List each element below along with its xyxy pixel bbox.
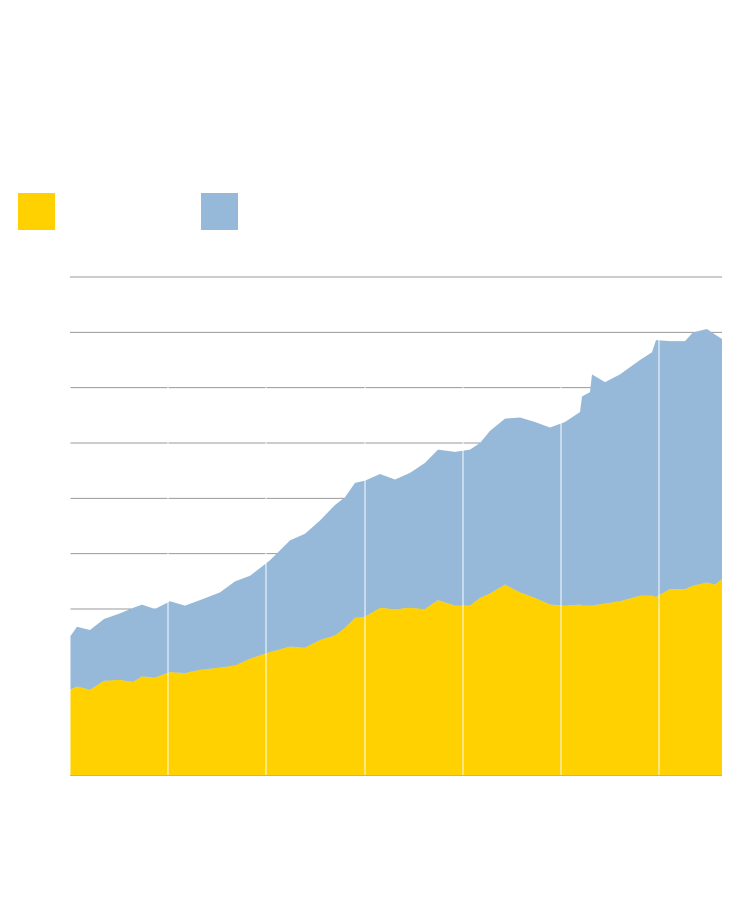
area [70, 329, 722, 690]
area [70, 579, 722, 775]
legend-swatch [201, 193, 238, 230]
legend-swatch [18, 193, 55, 230]
